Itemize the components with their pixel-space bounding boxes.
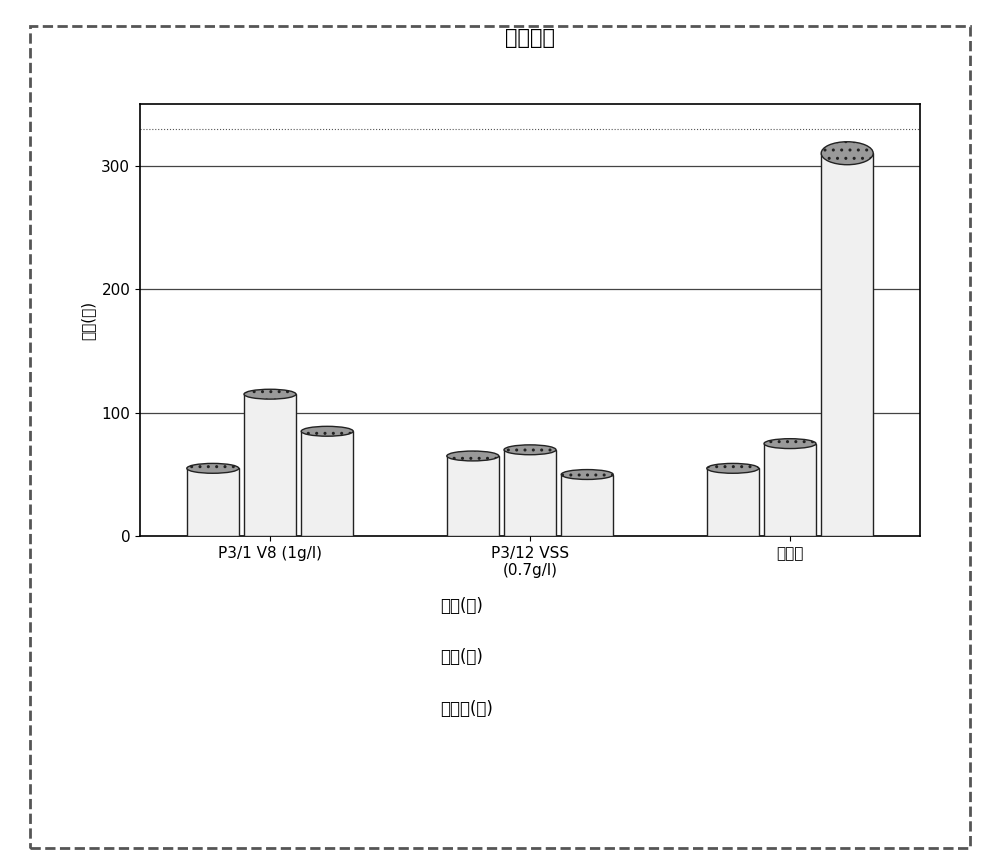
Bar <box>301 432 353 536</box>
Text: 塑料(中): 塑料(中) <box>440 649 483 666</box>
Bar <box>764 444 816 536</box>
Bar <box>244 394 296 536</box>
Bar <box>187 468 239 536</box>
Ellipse shape <box>301 426 353 436</box>
Y-axis label: 时间(秒): 时间(秒) <box>81 300 96 340</box>
Ellipse shape <box>504 445 556 455</box>
Ellipse shape <box>821 142 873 164</box>
Title: 干燥时间: 干燥时间 <box>505 29 555 48</box>
Ellipse shape <box>187 464 239 473</box>
Text: 玻璃(左): 玻璃(左) <box>440 597 483 614</box>
Bar <box>821 153 873 536</box>
Bar <box>504 450 556 536</box>
Bar <box>707 468 759 536</box>
Ellipse shape <box>764 439 816 449</box>
Text: 不锈钙(右): 不锈钙(右) <box>440 701 493 718</box>
Ellipse shape <box>244 389 296 399</box>
Ellipse shape <box>707 464 759 473</box>
Ellipse shape <box>447 451 499 461</box>
Bar <box>561 475 613 536</box>
Bar <box>447 456 499 536</box>
Ellipse shape <box>561 470 613 479</box>
